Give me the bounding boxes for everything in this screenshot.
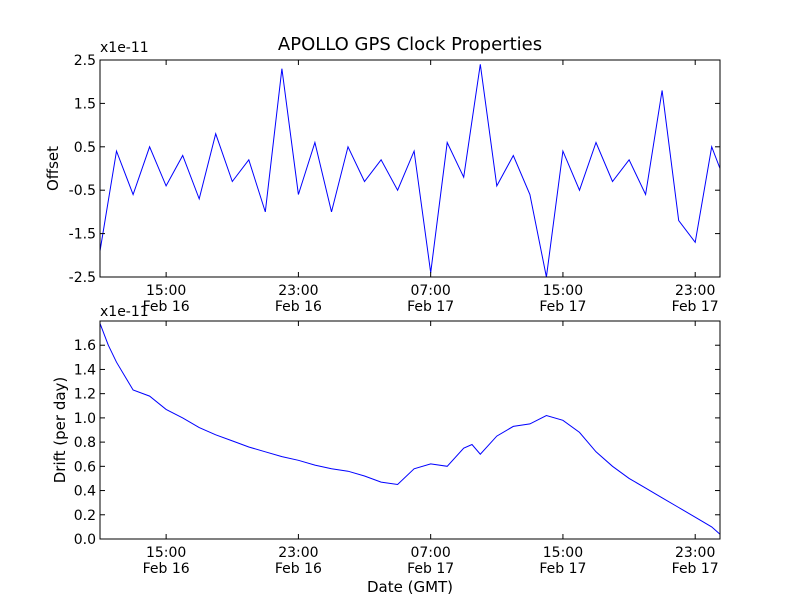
drift-xtick-time-label: 15:00 xyxy=(146,545,186,561)
drift-ytick-label: 1.0 xyxy=(74,411,96,427)
offset-xtick-date-label: Feb 16 xyxy=(143,299,190,315)
drift-xtick-time-label: 23:00 xyxy=(278,545,318,561)
drift-xtick-time-label: 23:00 xyxy=(675,545,715,561)
x-axis-label: Date (GMT) xyxy=(367,578,453,596)
chart-title: APOLLO GPS Clock Properties xyxy=(278,34,542,55)
drift-ytick-label: 0.6 xyxy=(74,459,96,475)
offset-xtick-date-label: Feb 17 xyxy=(672,299,719,315)
offset-axes-frame xyxy=(99,59,721,278)
drift-ytick-label: 0.4 xyxy=(74,484,96,500)
offset-xtick-time-label: 07:00 xyxy=(410,283,450,299)
drift-multiplier-label: x1e-11 xyxy=(100,304,149,320)
drift-xtick-date-label: Feb 16 xyxy=(143,561,190,577)
offset-ytick-label: 2.5 xyxy=(74,53,96,69)
offset-xtick-date-label: Feb 17 xyxy=(539,299,586,315)
drift-axes-frame xyxy=(99,320,721,540)
offset-ytick-label: -2.5 xyxy=(69,270,96,286)
offset-y-axis-label: Offset xyxy=(44,146,62,191)
drift-y-axis-label: Drift (per day) xyxy=(51,377,69,484)
drift-ytick-label: 1.6 xyxy=(74,338,96,354)
drift-xtick-time-label: 07:00 xyxy=(410,545,450,561)
offset-ytick-label: -1.5 xyxy=(69,227,96,243)
offset-xtick-time-label: 15:00 xyxy=(146,283,186,299)
drift-xtick-date-label: Feb 17 xyxy=(407,561,454,577)
drift-xtick-date-label: Feb 17 xyxy=(539,561,586,577)
drift-xtick-date-label: Feb 17 xyxy=(672,561,719,577)
drift-xtick-date-label: Feb 16 xyxy=(275,561,322,577)
offset-series-line xyxy=(99,64,721,278)
offset-ytick-label: -0.5 xyxy=(69,183,96,199)
drift-xtick-time-label: 15:00 xyxy=(543,545,583,561)
offset-xtick-date-label: Feb 17 xyxy=(407,299,454,315)
offset-ytick-label: 1.5 xyxy=(74,96,96,112)
drift-ytick-label: 0.0 xyxy=(74,532,96,548)
offset-ytick-label: 0.5 xyxy=(74,140,96,156)
offset-xtick-date-label: Feb 16 xyxy=(275,299,322,315)
offset-xtick-time-label: 15:00 xyxy=(543,283,583,299)
drift-ytick-label: 1.4 xyxy=(74,362,96,378)
drift-ytick-label: 0.2 xyxy=(74,508,96,524)
offset-xtick-time-label: 23:00 xyxy=(278,283,318,299)
drift-ytick-label: 1.2 xyxy=(74,387,96,403)
drift-ytick-label: 0.8 xyxy=(74,435,96,451)
offset-multiplier-label: x1e-11 xyxy=(100,40,149,56)
offset-xtick-time-label: 23:00 xyxy=(675,283,715,299)
drift-series-line xyxy=(99,323,721,535)
